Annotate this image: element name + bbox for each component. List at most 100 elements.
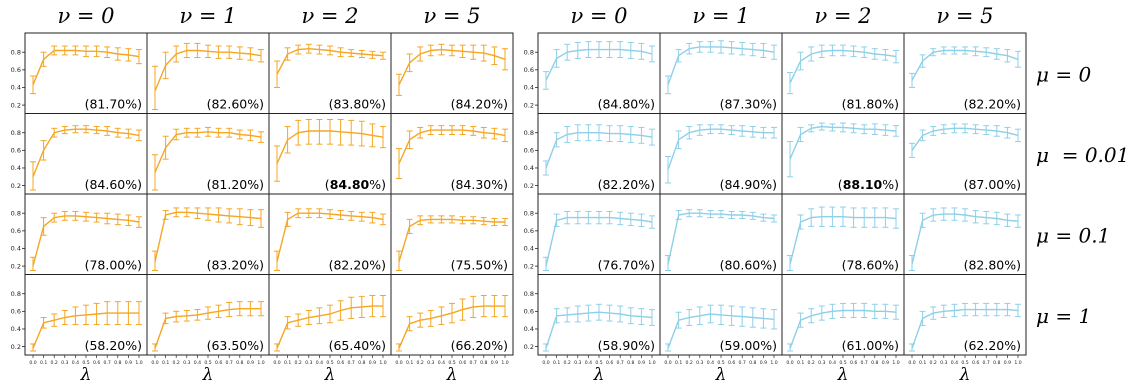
x-tick-label: 0.1 — [162, 360, 169, 366]
series-line — [398, 129, 506, 164]
x-tick-label: 0.9 — [247, 360, 254, 366]
x-tick-label: 0.5 — [717, 360, 724, 366]
x-tick-label: 0.5 — [82, 360, 89, 366]
accuracy-label: (62.20%) — [964, 338, 1021, 353]
subplot-frame — [390, 193, 514, 275]
subplot: (81.80%) — [781, 32, 905, 114]
series-line — [789, 215, 897, 265]
x-tick-label: 0.6 — [337, 360, 344, 366]
x-tick-label: 0.6 — [850, 360, 857, 366]
series-line — [154, 211, 262, 262]
subplot: (82.60%) — [146, 32, 270, 114]
x-tick-label: 0.6 — [606, 360, 613, 366]
y-tick-label: 0.2 — [11, 262, 21, 270]
subplot: (66.20%) 0.0 0.1 0.2 0.3 0.4 0.5 0.6 0.7 0.8 0.9 1.… — [390, 274, 514, 366]
row-title: μ = 0.01 — [1036, 143, 1129, 167]
series-line — [398, 48, 506, 86]
x-tick-label: 0.7 — [348, 360, 355, 366]
series-line — [911, 127, 1019, 151]
accuracy-label: (84.60%) — [85, 177, 142, 192]
y-tick-label: 0.6 — [11, 66, 21, 74]
x-tick-label: 0.0 — [664, 360, 671, 366]
row-title: μ = 1 — [1036, 304, 1091, 328]
y-tick-label: 0.4 — [524, 325, 534, 333]
x-tick-label: 0.0 — [273, 360, 280, 366]
subplot: (83.80%) — [268, 32, 392, 114]
series-line — [789, 125, 897, 160]
subplot: (59.00%) 0.0 0.1 0.2 0.3 0.4 0.5 0.6 0.7 0.8 0.9 1.… — [659, 274, 783, 366]
x-tick-label: 0.9 — [882, 360, 889, 366]
series-line — [789, 309, 897, 349]
x-tick-label: 0.2 — [173, 360, 180, 366]
x-tick-label: 0.3 — [940, 360, 947, 366]
x-tick-label: 0.7 — [739, 360, 746, 366]
series-line — [667, 313, 775, 349]
x-tick-label: 0.8 — [993, 360, 1000, 366]
x-tick-label: 0.5 — [448, 360, 455, 366]
accuracy-label: (61.00%) — [842, 338, 899, 353]
x-tick-label: 0.6 — [93, 360, 100, 366]
series-line — [545, 311, 653, 349]
y-tick-label: 0.6 — [11, 227, 21, 235]
series-line — [545, 216, 653, 267]
y-tick-label: 0.2 — [11, 182, 21, 190]
x-tick-label: 0.5 — [961, 360, 968, 366]
y-tick-label: 0.4 — [524, 84, 534, 92]
accuracy-label: (63.50%) — [207, 338, 264, 353]
x-tick-label: 0.7 — [104, 360, 111, 366]
accuracy-label: (83.80%) — [329, 97, 386, 112]
y-tick-label: 0.8 — [524, 48, 534, 56]
x-axis-label: λ — [324, 365, 336, 385]
x-tick-label: 0.1 — [675, 360, 682, 366]
y-tick-label: 0.8 — [524, 129, 534, 137]
col-title: ν = 1 — [692, 4, 749, 28]
y-tick-label: 0.4 — [524, 164, 534, 172]
accuracy-label: (84.90%) — [720, 177, 777, 192]
x-tick-label: 0.3 — [818, 360, 825, 366]
x-tick-label: 0.7 — [983, 360, 990, 366]
accuracy-label: (82.80%) — [964, 258, 1021, 273]
subplot: (61.00%) 0.0 0.1 0.2 0.3 0.4 0.5 0.6 0.7 0.8 0.9 1.… — [781, 274, 905, 366]
x-tick-label: 0.0 — [151, 360, 158, 366]
subplot-frame — [903, 274, 1027, 356]
x-tick-label: 0.1 — [284, 360, 291, 366]
col-title: ν = 2 — [814, 4, 871, 28]
x-tick-label: 0.8 — [358, 360, 365, 366]
x-tick-label: 0.4 — [194, 360, 201, 366]
x-axis-label: λ — [80, 365, 92, 385]
series-line — [32, 215, 140, 267]
subplot: (65.40%) 0.0 0.1 0.2 0.3 0.4 0.5 0.6 0.7 0.8 0.9 1.… — [268, 274, 392, 366]
x-tick-label: 0.4 — [585, 360, 592, 366]
series-line — [545, 131, 653, 169]
accuracy-label: (78.00%) — [85, 258, 142, 273]
series-line — [398, 218, 505, 262]
x-tick-label: 0.6 — [728, 360, 735, 366]
accuracy-label: (82.60%) — [207, 97, 264, 112]
x-tick-label: 1.0 — [379, 360, 386, 366]
series-line — [154, 308, 261, 349]
x-tick-label: 0.8 — [749, 360, 756, 366]
x-tick-label: 0.9 — [491, 360, 498, 366]
x-tick-label: 0.7 — [470, 360, 477, 366]
subplot: (87.00%) — [903, 113, 1027, 195]
x-tick-label: 0.4 — [707, 360, 714, 366]
x-axis-label: λ — [715, 365, 727, 385]
y-tick-label: 0.6 — [524, 227, 534, 235]
y-tick-label: 0.8 — [11, 129, 21, 137]
x-tick-label: 0.3 — [427, 360, 434, 366]
x-tick-label: 0.4 — [951, 360, 958, 366]
accuracy-label: (58.20%) — [85, 338, 142, 353]
y-tick-label: 0.8 — [11, 290, 21, 298]
x-tick-label: 1.0 — [648, 360, 655, 366]
y-tick-label: 0.6 — [524, 308, 534, 316]
series-line — [911, 213, 1019, 265]
x-tick-label: 0.8 — [871, 360, 878, 366]
series-line — [276, 212, 384, 262]
x-tick-label: 1.0 — [1014, 360, 1021, 366]
accuracy-label: (80.60%) — [720, 258, 777, 273]
series-line — [667, 46, 775, 86]
subplot: 0.2 0.4 0.6 0.8 (84.80%) — [524, 32, 661, 114]
accuracy-label: (82.20%) — [329, 258, 386, 273]
x-tick-label: 0.1 — [919, 360, 926, 366]
accuracy-label: (87.30%) — [720, 97, 777, 112]
